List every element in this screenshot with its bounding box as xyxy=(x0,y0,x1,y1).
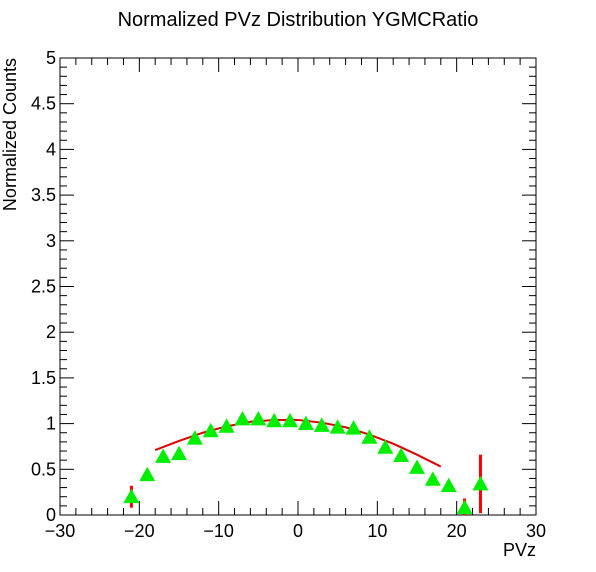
x-axis-label: PVz xyxy=(503,540,536,560)
error-bar-layer xyxy=(129,417,482,515)
data-point xyxy=(297,415,314,430)
data-point xyxy=(250,411,267,426)
data-point xyxy=(313,417,330,432)
fit-curve-layer xyxy=(154,418,442,468)
x-tick-label: 30 xyxy=(526,521,546,541)
x-tick-label: −30 xyxy=(45,521,76,541)
data-point xyxy=(472,475,489,491)
y-tick-label: 5 xyxy=(46,48,56,68)
x-tick-label: 20 xyxy=(447,521,467,541)
plot-frame xyxy=(59,57,537,516)
y-tick-label: 1 xyxy=(46,414,56,434)
x-tick-label: 0 xyxy=(293,521,303,541)
data-point xyxy=(409,459,425,474)
y-tick-label: 3 xyxy=(46,231,56,251)
data-point xyxy=(266,412,283,428)
data-point xyxy=(123,488,140,504)
data-point xyxy=(329,419,346,434)
data-point-layer xyxy=(123,411,489,515)
chart-title: Normalized PVz Distribution YGMCRatio xyxy=(118,9,479,31)
data-point xyxy=(218,418,235,433)
x-tick-label: −20 xyxy=(124,521,155,541)
y-tick-label: 4 xyxy=(46,139,56,159)
data-point xyxy=(186,430,203,445)
data-point xyxy=(282,412,299,428)
y-tick-label: 0 xyxy=(46,505,56,525)
x-tick-label: −10 xyxy=(203,521,234,541)
y-tick-label: 1.5 xyxy=(31,368,56,388)
y-tick-label: 2 xyxy=(46,322,56,342)
data-point xyxy=(171,445,187,461)
data-point xyxy=(155,448,172,463)
data-point xyxy=(202,422,219,438)
y-axis-label: Normalized Counts xyxy=(0,58,20,211)
data-point xyxy=(377,439,394,454)
x-tick-label: 10 xyxy=(367,521,387,541)
data-point xyxy=(393,447,410,462)
data-point xyxy=(456,499,473,515)
axis-ticks: −30 −20 −10 0 10 20 30 0 0.5 1 1.5 2 2.5 3 3.5 4 4.5 5 xyxy=(31,48,546,541)
y-tick-label: 4.5 xyxy=(31,94,56,114)
y-tick-label: 3.5 xyxy=(31,185,56,205)
y-tick-label: 0.5 xyxy=(31,459,56,479)
data-point xyxy=(424,471,441,486)
data-point xyxy=(345,420,362,435)
data-point xyxy=(361,429,378,444)
y-tick-label: 2.5 xyxy=(31,277,56,297)
data-point xyxy=(440,477,457,493)
fit-curve xyxy=(154,418,442,468)
data-point xyxy=(234,411,251,426)
data-point xyxy=(139,466,156,482)
